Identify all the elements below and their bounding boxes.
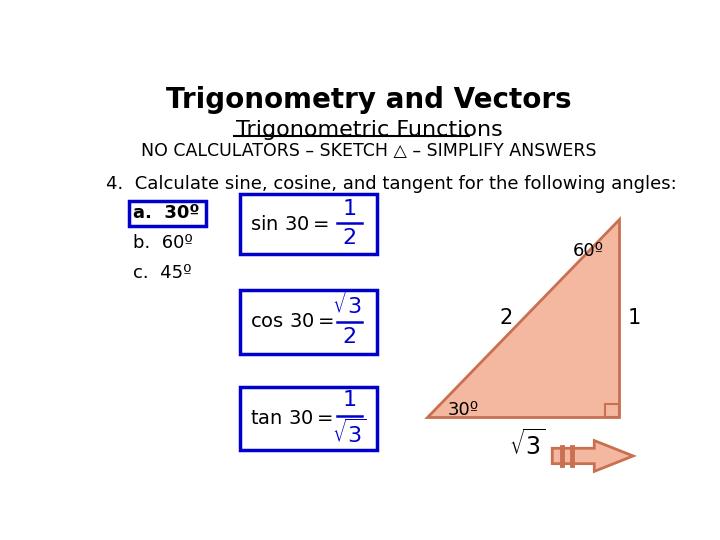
Text: NO CALCULATORS – SKETCH △ – SIMPLIFY ANSWERS: NO CALCULATORS – SKETCH △ – SIMPLIFY ANS… [141, 142, 597, 160]
Bar [240, 291, 377, 354]
Text: 2: 2 [343, 327, 357, 347]
Bar [129, 201, 206, 226]
Text: 4.  Calculate sine, cosine, and tangent for the following angles:: 4. Calculate sine, cosine, and tangent f… [106, 175, 676, 193]
Text: $\mathrm{sin}\ 30 = $: $\mathrm{sin}\ 30 = $ [250, 215, 329, 234]
Text: c.  45º: c. 45º [132, 265, 192, 282]
Bar [240, 387, 377, 450]
Text: 30º: 30º [448, 401, 480, 418]
Polygon shape [552, 441, 633, 471]
Text: b.  60º: b. 60º [132, 234, 192, 252]
Text: $\sqrt{3}$: $\sqrt{3}$ [508, 429, 545, 460]
Text: 1: 1 [628, 308, 642, 328]
Text: Trigonometry and Vectors: Trigonometry and Vectors [166, 86, 572, 114]
Polygon shape [427, 219, 619, 417]
Text: $\mathrm{cos}\ 30 = $: $\mathrm{cos}\ 30 = $ [250, 313, 334, 332]
Text: 2: 2 [500, 308, 513, 328]
Text: 60º: 60º [573, 242, 604, 260]
Text: Trigonometric Functions: Trigonometric Functions [235, 120, 503, 140]
Text: $\sqrt{3}$: $\sqrt{3}$ [333, 418, 367, 447]
Text: 1: 1 [343, 390, 357, 410]
Text: a.  30º: a. 30º [132, 205, 199, 222]
Text: 2: 2 [343, 228, 357, 248]
Text: $\sqrt{3}$: $\sqrt{3}$ [333, 289, 367, 318]
Text: $\mathrm{tan}\ 30 = $: $\mathrm{tan}\ 30 = $ [250, 409, 333, 428]
Text: 1: 1 [343, 199, 357, 219]
Bar [606, 403, 619, 417]
Bar [240, 194, 377, 254]
